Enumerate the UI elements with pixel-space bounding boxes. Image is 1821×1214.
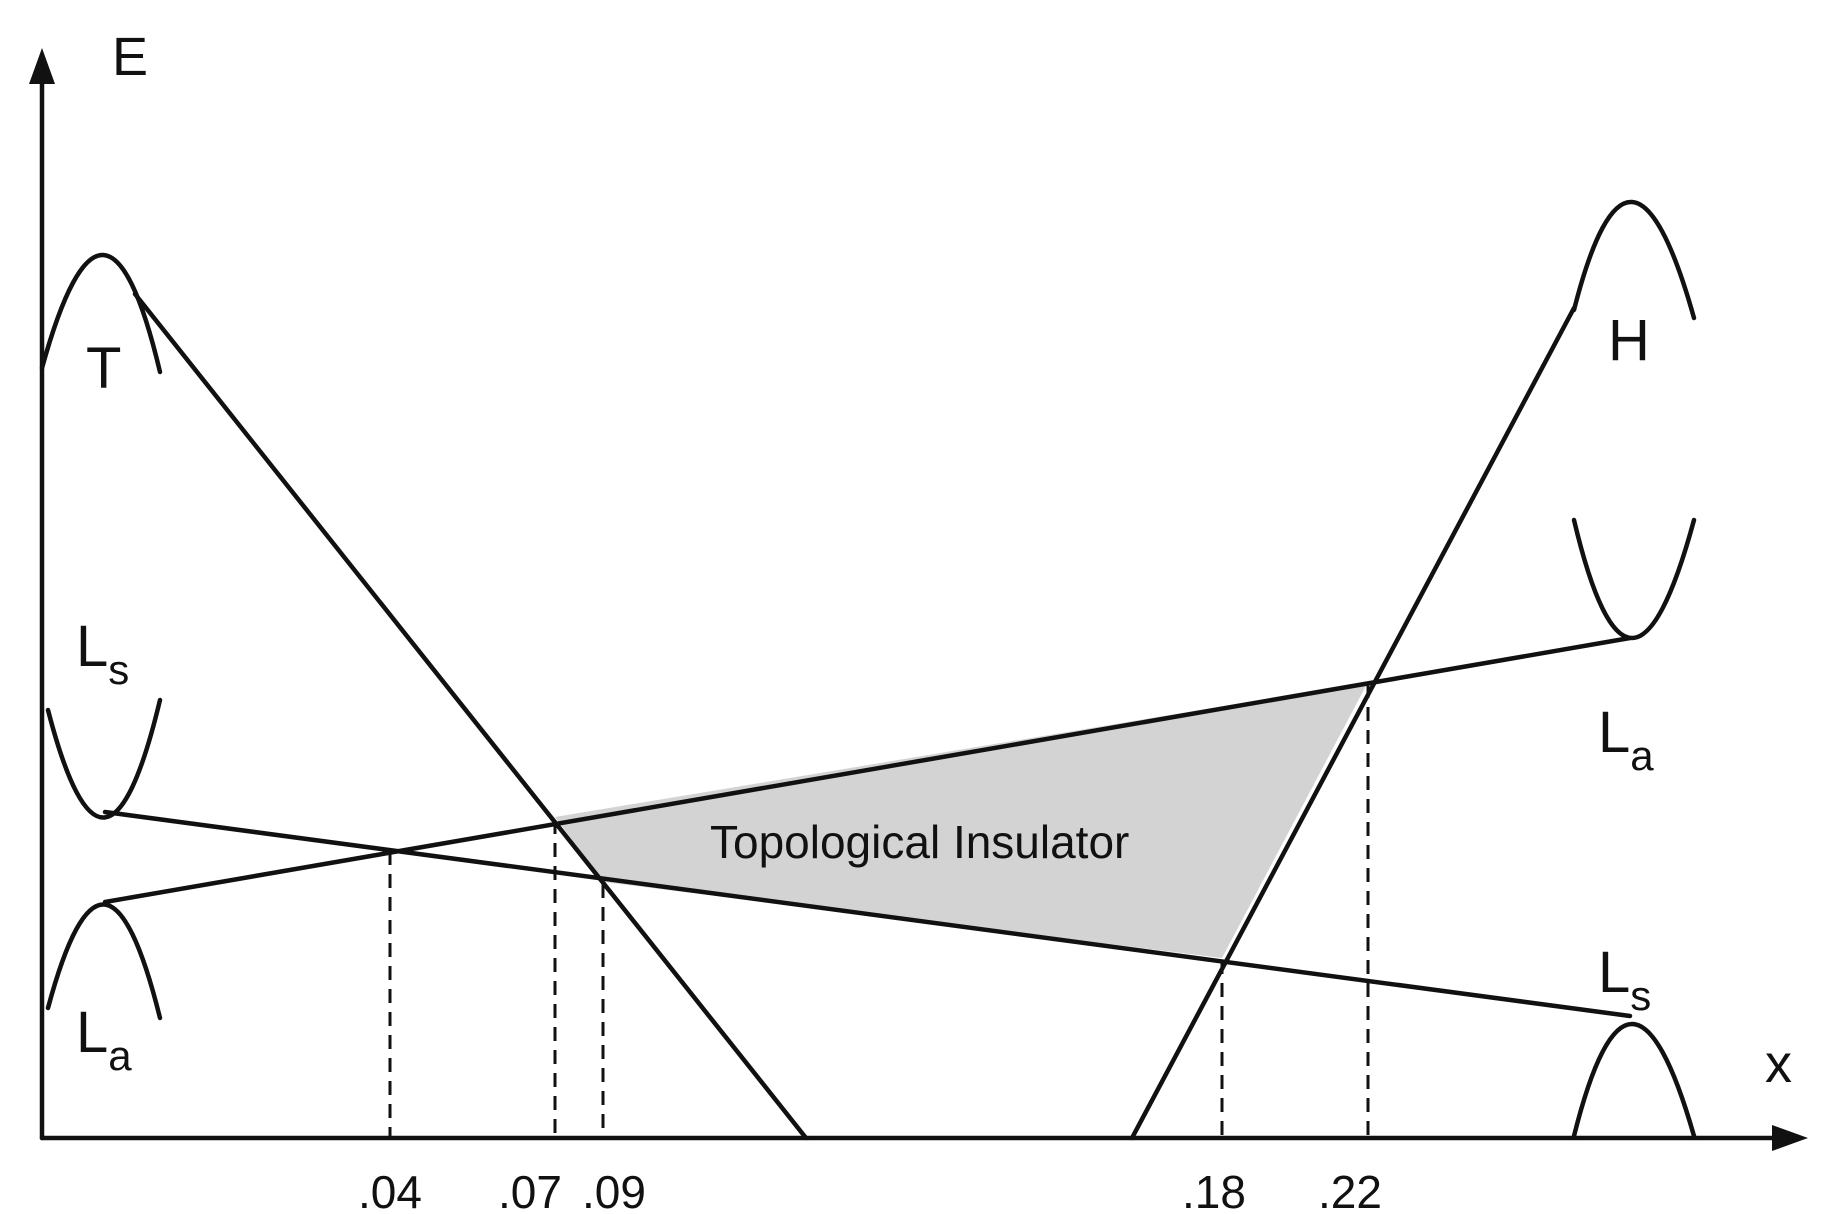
tick-label-04: .04 [358, 1166, 422, 1214]
y-axis-arrow-icon [29, 48, 55, 84]
tick-label-09: .09 [582, 1166, 646, 1214]
la-band-line [102, 635, 1633, 905]
h-band-line [1129, 305, 1577, 1141]
la-right-parabola [1571, 517, 1697, 641]
topological-insulator-label: Topological Insulator [710, 816, 1129, 868]
tick-label-22: .22 [1318, 1166, 1382, 1214]
h-band-parabola [1571, 199, 1697, 321]
ls-left-parabola [45, 697, 163, 820]
ls-band-line [102, 809, 1633, 1019]
ls-left-label: Ls [76, 614, 129, 693]
t-band-label: T [86, 336, 121, 401]
la-left-label: La [76, 1000, 132, 1079]
ls-right-label: Ls [1598, 940, 1651, 1019]
la-left-parabola [45, 902, 163, 1021]
x-axis-label: x [1765, 1034, 1792, 1094]
x-axis-arrow-icon [1772, 1125, 1808, 1151]
la-right-label: La [1598, 700, 1654, 779]
ls-right-parabola [1571, 1022, 1697, 1139]
y-axis-label: E [112, 27, 148, 87]
t-band-line [132, 291, 809, 1141]
t-band-parabola [39, 252, 163, 375]
tick-label-18: .18 [1182, 1166, 1246, 1214]
topological-insulator-region [555, 682, 1368, 958]
h-band-label: H [1608, 308, 1650, 373]
tick-label-07: .07 [498, 1166, 562, 1214]
